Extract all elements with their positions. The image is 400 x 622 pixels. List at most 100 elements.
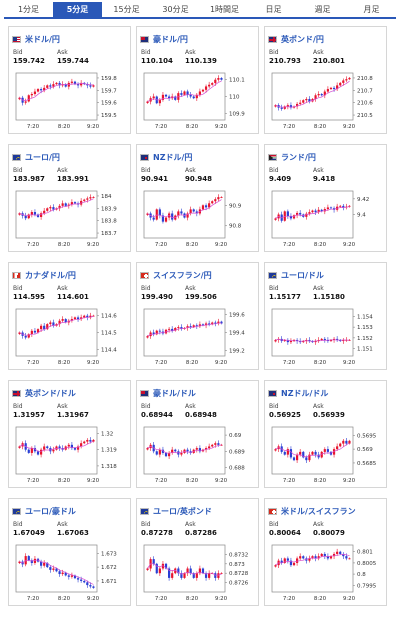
panel-header[interactable]: ランド/円 <box>268 152 316 162</box>
price-chart[interactable]: 199.6 199.4 199.2 7:20 8:20 9:20 <box>141 306 257 366</box>
currency-panel[interactable]: 英ポンド/円 Bid Ask 210.793 210.801 210.8 210.7 210.… <box>264 26 387 134</box>
price-chart[interactable]: 110.1 110 109.9 7:20 8:20 9:20 <box>141 70 257 130</box>
pair-name-link[interactable]: NZドル/ドル <box>281 388 329 398</box>
pair-name-link[interactable]: ユーロ/円 <box>25 152 60 162</box>
tab-monthly[interactable]: 月足 <box>363 5 380 14</box>
flag-eu-icon <box>12 153 21 161</box>
price-chart[interactable]: 1.32 1.319 1.318 7:20 8:20 9:20 <box>13 424 129 484</box>
flag-nz-icon <box>140 153 149 161</box>
ask-label: Ask <box>57 167 68 174</box>
candle-body <box>92 439 95 442</box>
y-tick-label: 183.8 <box>101 219 117 225</box>
y-tick-label: 1.318 <box>101 464 117 470</box>
panel-header[interactable]: ユーロ/円 <box>12 152 60 162</box>
pair-name-link[interactable]: 米ドル/円 <box>25 34 60 44</box>
candle-body <box>36 329 40 333</box>
tab-1hour[interactable]: 1時間足 <box>209 5 240 14</box>
panel-header[interactable]: ユーロ/豪ドル <box>12 506 76 516</box>
candle-body <box>155 451 158 455</box>
price-chart[interactable]: 210.8 210.7 210.6 210.5 7:20 8:20 9:20 <box>269 70 385 130</box>
candle-body <box>174 568 177 574</box>
tab-daily[interactable]: 日足 <box>265 5 282 14</box>
bid-label: Bid <box>269 167 279 174</box>
tab-30min[interactable]: 30分足 <box>162 5 189 14</box>
price-chart[interactable]: 1.673 1.672 1.671 7:20 8:20 9:20 <box>13 542 129 602</box>
panel-header[interactable]: 豪ドル/ドル <box>140 388 196 398</box>
x-tick-label: 7:20 <box>27 242 40 248</box>
panel-header[interactable]: 英ポンド/円 <box>268 34 324 44</box>
currency-panel[interactable]: ランド/円 Bid Ask 9.409 9.418 9.42 9.4 7:20 8:20 9:20 <box>264 144 387 252</box>
tab-weekly[interactable]: 週足 <box>314 5 331 14</box>
pair-name-link[interactable]: 米ドル/スイスフラン <box>281 506 356 516</box>
pair-name-link[interactable]: 英ポンド/円 <box>281 34 324 44</box>
panel-header[interactable]: ユーロ/英ポンド <box>140 506 212 516</box>
pair-name-link[interactable]: 豪ドル/ドル <box>153 388 196 398</box>
candle-body <box>86 198 89 200</box>
tab-1min[interactable]: 1分足 <box>17 5 40 14</box>
panel-header[interactable]: ユーロ/ドル <box>268 270 324 280</box>
plot-frame <box>271 72 354 121</box>
panel-header[interactable]: NZドル/ドル <box>268 388 328 398</box>
currency-panel[interactable]: 米ドル/円 Bid Ask 159.742 159.744 159.8 159.7 159.6… <box>8 26 131 134</box>
candle-body <box>274 449 277 451</box>
currency-panel[interactable]: NZドル/ドル Bid Ask 0.56925 0.56939 0.5695 0.569 0.… <box>264 380 387 488</box>
price-chart[interactable]: 0.8732 0.873 0.8728 0.8726 7:20 8:20 9:20 <box>141 542 257 602</box>
candle-body <box>27 449 30 453</box>
y-tick-label: 1.153 <box>357 325 373 331</box>
currency-panel[interactable]: スイスフラン/円 Bid Ask 199.490 199.506 199.6 199.4 19… <box>136 262 259 370</box>
price-chart[interactable]: 184 183.9 183.8 183.7 7:20 8:20 9:20 <box>13 188 129 248</box>
currency-panel[interactable]: 英ポンド/ドル Bid Ask 1.31957 1.31967 1.32 1.319 1.31… <box>8 380 131 488</box>
price-chart[interactable]: 0.801 0.8005 0.8 0.7995 7:20 8:20 9:20 <box>269 542 385 602</box>
price-chart[interactable]: 114.6 114.5 114.4 7:20 8:20 9:20 <box>13 306 129 366</box>
panel-header[interactable]: スイスフラン/円 <box>140 270 212 280</box>
currency-panel[interactable]: 米ドル/スイスフラン Bid Ask 0.80064 0.80079 0.801 0.800… <box>264 498 387 606</box>
currency-panel[interactable]: 豪ドル/ドル Bid Ask 0.68944 0.68948 0.69 0.689 0.688… <box>136 380 259 488</box>
price-chart[interactable]: 9.42 9.4 7:20 8:20 9:20 <box>269 188 385 248</box>
pair-name-link[interactable]: ユーロ/豪ドル <box>25 506 76 516</box>
currency-panel[interactable]: ユーロ/豪ドル Bid Ask 1.67049 1.67063 1.673 1.672 1.6… <box>8 498 131 606</box>
pair-name-link[interactable]: スイスフラン/円 <box>153 270 212 280</box>
currency-panel[interactable]: ユーロ/ドル Bid Ask 1.15177 1.15180 1.154 1.153 1.15… <box>264 262 387 370</box>
panel-header[interactable]: 米ドル/スイスフラン <box>268 506 356 516</box>
panel-header[interactable]: カナダドル/円 <box>12 270 76 280</box>
pair-name-link[interactable]: 英ポンド/ドル <box>25 388 76 398</box>
panel-header[interactable]: 豪ドル/円 <box>140 34 188 44</box>
price-chart[interactable]: 1.154 1.153 1.152 1.151 7:20 8:20 9:20 <box>269 306 385 366</box>
y-tick-label: 1.32 <box>101 431 113 437</box>
pair-name-link[interactable]: ユーロ/英ポンド <box>153 506 212 516</box>
candle-body <box>43 87 46 91</box>
currency-panel[interactable]: カナダドル/円 Bid Ask 114.595 114.601 114.6 114.5 114… <box>8 262 131 370</box>
pair-name-link[interactable]: ユーロ/ドル <box>281 270 324 280</box>
currency-panel[interactable]: ユーロ/英ポンド Bid Ask 0.87278 0.87286 0.8732 0.873 0… <box>136 498 259 606</box>
panel-header[interactable]: 米ドル/円 <box>12 34 60 44</box>
pair-name-link[interactable]: ランド/円 <box>281 152 316 162</box>
candle-body <box>305 457 308 461</box>
price-chart[interactable]: 0.5695 0.569 0.5685 7:20 8:20 9:20 <box>269 424 385 484</box>
chart-svg: 90.9 90.8 7:20 8:20 9:20 <box>143 190 242 248</box>
ask-label: Ask <box>313 521 324 528</box>
candle-body <box>30 330 33 335</box>
panel-header[interactable]: 英ポンド/ドル <box>12 388 76 398</box>
candle-body <box>195 448 198 450</box>
price-chart[interactable]: 0.69 0.689 0.688 7:20 8:20 9:20 <box>141 424 257 484</box>
bid-label: Bid <box>269 521 279 528</box>
candle-body <box>64 84 67 87</box>
price-chart[interactable]: 90.9 90.8 7:20 8:20 9:20 <box>141 188 257 248</box>
pair-name-link[interactable]: NZドル/円 <box>153 152 193 162</box>
price-chart[interactable]: 159.8 159.7 159.6 159.5 7:20 8:20 9:20 <box>13 70 129 130</box>
candle-body <box>204 448 208 450</box>
ask-label: Ask <box>185 285 196 292</box>
x-tick-label: 8:20 <box>314 360 327 366</box>
tab-5min[interactable]: 5分足 <box>53 2 102 17</box>
currency-panel[interactable]: NZドル/円 Bid Ask 90.941 90.948 90.9 90.8 7:20 8:20… <box>136 144 259 252</box>
ask-value: 9.418 <box>313 175 336 183</box>
currency-panel[interactable]: ユーロ/円 Bid Ask 183.987 183.991 184 183.9 183.8 18… <box>8 144 131 252</box>
pair-name-link[interactable]: カナダドル/円 <box>25 270 76 280</box>
x-tick-label: 8:20 <box>186 596 199 602</box>
pair-name-link[interactable]: 豪ドル/円 <box>153 34 188 44</box>
moving-average-line <box>275 80 350 108</box>
currency-panel[interactable]: 豪ドル/円 Bid Ask 110.104 110.139 110.1 110 109.9 7:… <box>136 26 259 134</box>
panel-header[interactable]: NZドル/円 <box>140 152 192 162</box>
tab-15min[interactable]: 15分足 <box>113 5 140 14</box>
candle-body <box>198 324 201 327</box>
